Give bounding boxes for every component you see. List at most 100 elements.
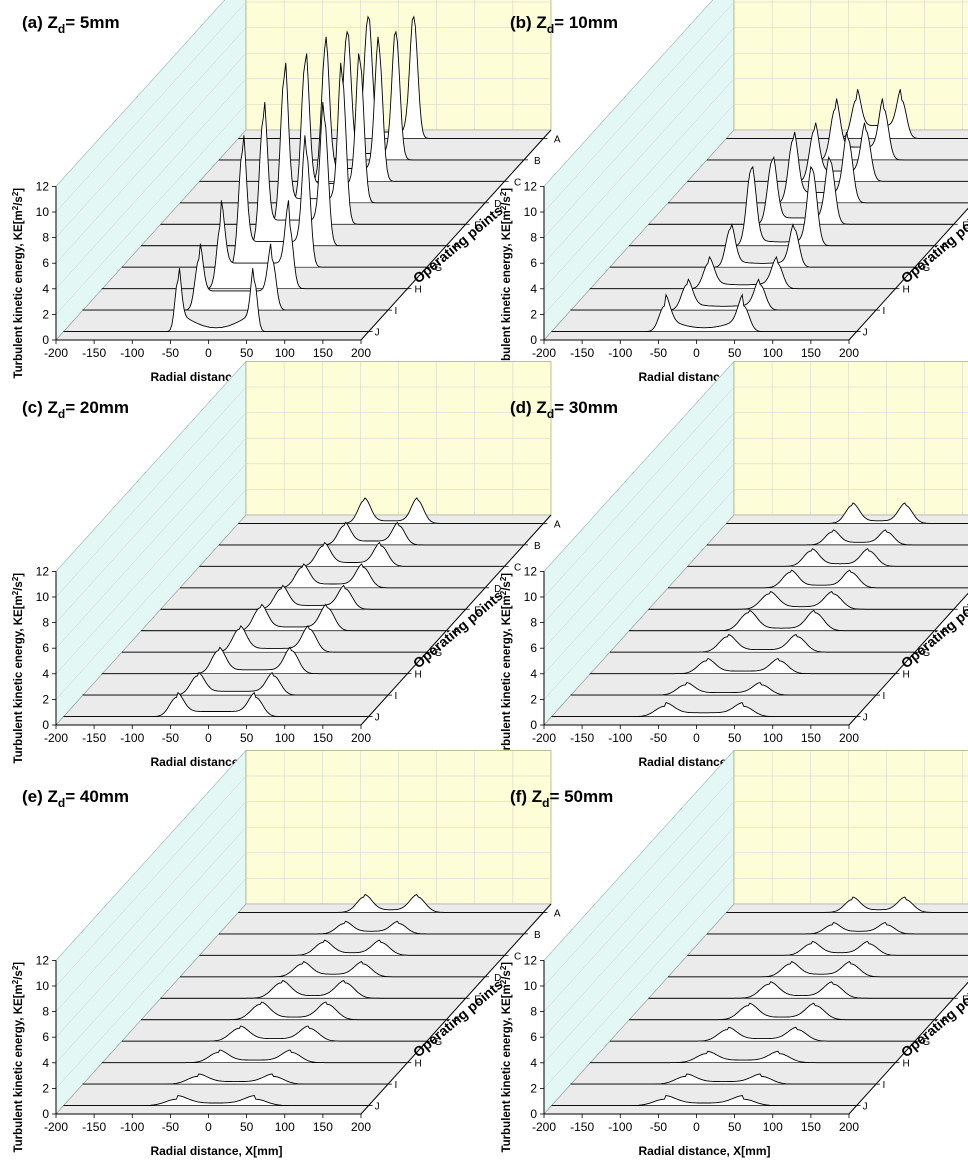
y-axis-title-sup: 2 — [11, 979, 20, 984]
grid-line — [543, 78, 735, 289]
x-tick-label: 50 — [240, 346, 254, 360]
z-axis-line — [848, 592, 968, 726]
grid-line — [55, 386, 247, 598]
profile-fill-a — [726, 503, 968, 524]
y-axis-title-end: ] — [13, 962, 25, 966]
grid-line — [543, 386, 735, 598]
y-axis-title-sup2: 2 — [499, 965, 508, 970]
series-label: I — [395, 691, 398, 702]
x-tick-label: 150 — [313, 731, 333, 745]
y-tick-label: 12 — [524, 953, 538, 967]
panel-title-rest: = 10mm — [554, 13, 618, 32]
series-label: B — [534, 541, 541, 552]
series-label: F — [942, 627, 948, 638]
x-tick-label: -50 — [650, 1120, 668, 1134]
y-tick-label: 10 — [36, 979, 50, 993]
chart-panel: ABCDEFGHIJ-200-150-100-50050100150200024… — [499, 0, 968, 384]
panel-title-main: (f) Z — [510, 787, 542, 806]
series-label: G — [922, 263, 930, 274]
grid-line — [543, 1, 735, 213]
x-tick-label: -200 — [532, 1120, 556, 1134]
x-tick-label: 100 — [763, 731, 783, 745]
series-label: H — [902, 1059, 909, 1070]
x-tick-label: 50 — [240, 731, 254, 745]
grid-line — [55, 852, 247, 1063]
y-tick-label: 2 — [42, 307, 49, 321]
profile-fill-j — [551, 702, 857, 717]
x-tick-label: -150 — [82, 731, 106, 745]
grid-line — [543, 775, 735, 987]
y-tick-label: 2 — [530, 1081, 537, 1095]
panel-title-sub: d — [58, 22, 65, 36]
x-tick-label: 100 — [763, 1120, 783, 1134]
series-label: A — [554, 519, 561, 530]
x-tick-label: 200 — [839, 1120, 859, 1134]
series-label: F — [454, 627, 460, 638]
chart-panel: ABCDEFGHIJ-200-150-100-50050100150200024… — [499, 749, 968, 1158]
x-tick-label: 200 — [351, 731, 371, 745]
panel-title-sub: d — [58, 796, 65, 810]
x-tick-label: 200 — [839, 346, 859, 360]
grid-line — [55, 1, 247, 213]
grid-line — [55, 78, 247, 289]
x-tick-label: -50 — [162, 1120, 180, 1134]
x-tick-label: -100 — [120, 346, 144, 360]
y-tick-label: 10 — [524, 979, 538, 993]
x-tick-label: 0 — [693, 1120, 700, 1134]
x-tick-label: 150 — [801, 731, 821, 745]
x-tick-label: 0 — [693, 731, 700, 745]
y-axis-title-mid: /s — [13, 196, 25, 206]
x-tick-label: -100 — [608, 731, 632, 745]
y-tick-label: 2 — [530, 692, 537, 706]
x-tick-label: 50 — [240, 1120, 254, 1134]
y-tick-label: 6 — [42, 1030, 49, 1044]
series-label: J — [863, 328, 868, 339]
grid-line — [55, 463, 247, 674]
profile-fill-c — [687, 941, 968, 956]
y-axis-title-mid: /s — [13, 581, 25, 591]
panel-title-main: (b) Z — [510, 13, 547, 32]
x-tick-label: 150 — [801, 1120, 821, 1134]
y-tick-label: 2 — [530, 307, 537, 321]
series-label: G — [922, 1037, 930, 1048]
y-axis-title: Turbulent kinetic energy, KE[m2/s2] — [499, 188, 513, 379]
y-axis-title-main: Turbulent kinetic energy, KE[m — [13, 595, 25, 763]
grid-line — [55, 489, 247, 700]
series-label: I — [883, 306, 886, 317]
panel-title: (a) Zd= 5mm — [22, 13, 120, 36]
grid-line — [543, 827, 735, 1038]
y-tick-label: 4 — [530, 1056, 537, 1070]
y-tick-label: 6 — [530, 1030, 537, 1044]
grid-line — [55, 412, 247, 623]
series-label: F — [454, 1016, 460, 1027]
y-axis-title-sup2: 2 — [11, 965, 20, 970]
x-tick-label: 50 — [728, 1120, 742, 1134]
series-label: I — [883, 1080, 886, 1091]
series-label: I — [883, 691, 886, 702]
y-tick-label: 10 — [524, 205, 538, 219]
x-tick-label: 0 — [693, 346, 700, 360]
y-tick-label: 6 — [42, 256, 49, 270]
x-tick-label: -200 — [44, 1120, 68, 1134]
panel-title-sub: d — [542, 796, 549, 810]
x-tick-label: 100 — [275, 346, 295, 360]
x-tick-label: -150 — [570, 346, 594, 360]
y-tick-label: 0 — [42, 718, 49, 732]
y-tick-label: 2 — [42, 1081, 49, 1095]
series-label: I — [395, 1080, 398, 1091]
x-tick-label: 0 — [205, 1120, 212, 1134]
y-tick-label: 8 — [42, 1005, 49, 1019]
series-label: C — [514, 951, 521, 962]
back-wall — [733, 0, 968, 131]
y-axis-title-sup: 2 — [499, 979, 508, 984]
panel-title-main: (e) Z — [22, 787, 58, 806]
series-label: H — [414, 670, 421, 681]
series-label: D — [494, 584, 501, 595]
series-label: H — [902, 285, 909, 296]
panel-title-main: (a) Z — [22, 13, 58, 32]
y-tick-label: 4 — [530, 667, 537, 681]
y-tick-label: 12 — [524, 564, 538, 578]
y-axis-title-sup2: 2 — [499, 191, 508, 196]
x-tick-label: -50 — [650, 346, 668, 360]
